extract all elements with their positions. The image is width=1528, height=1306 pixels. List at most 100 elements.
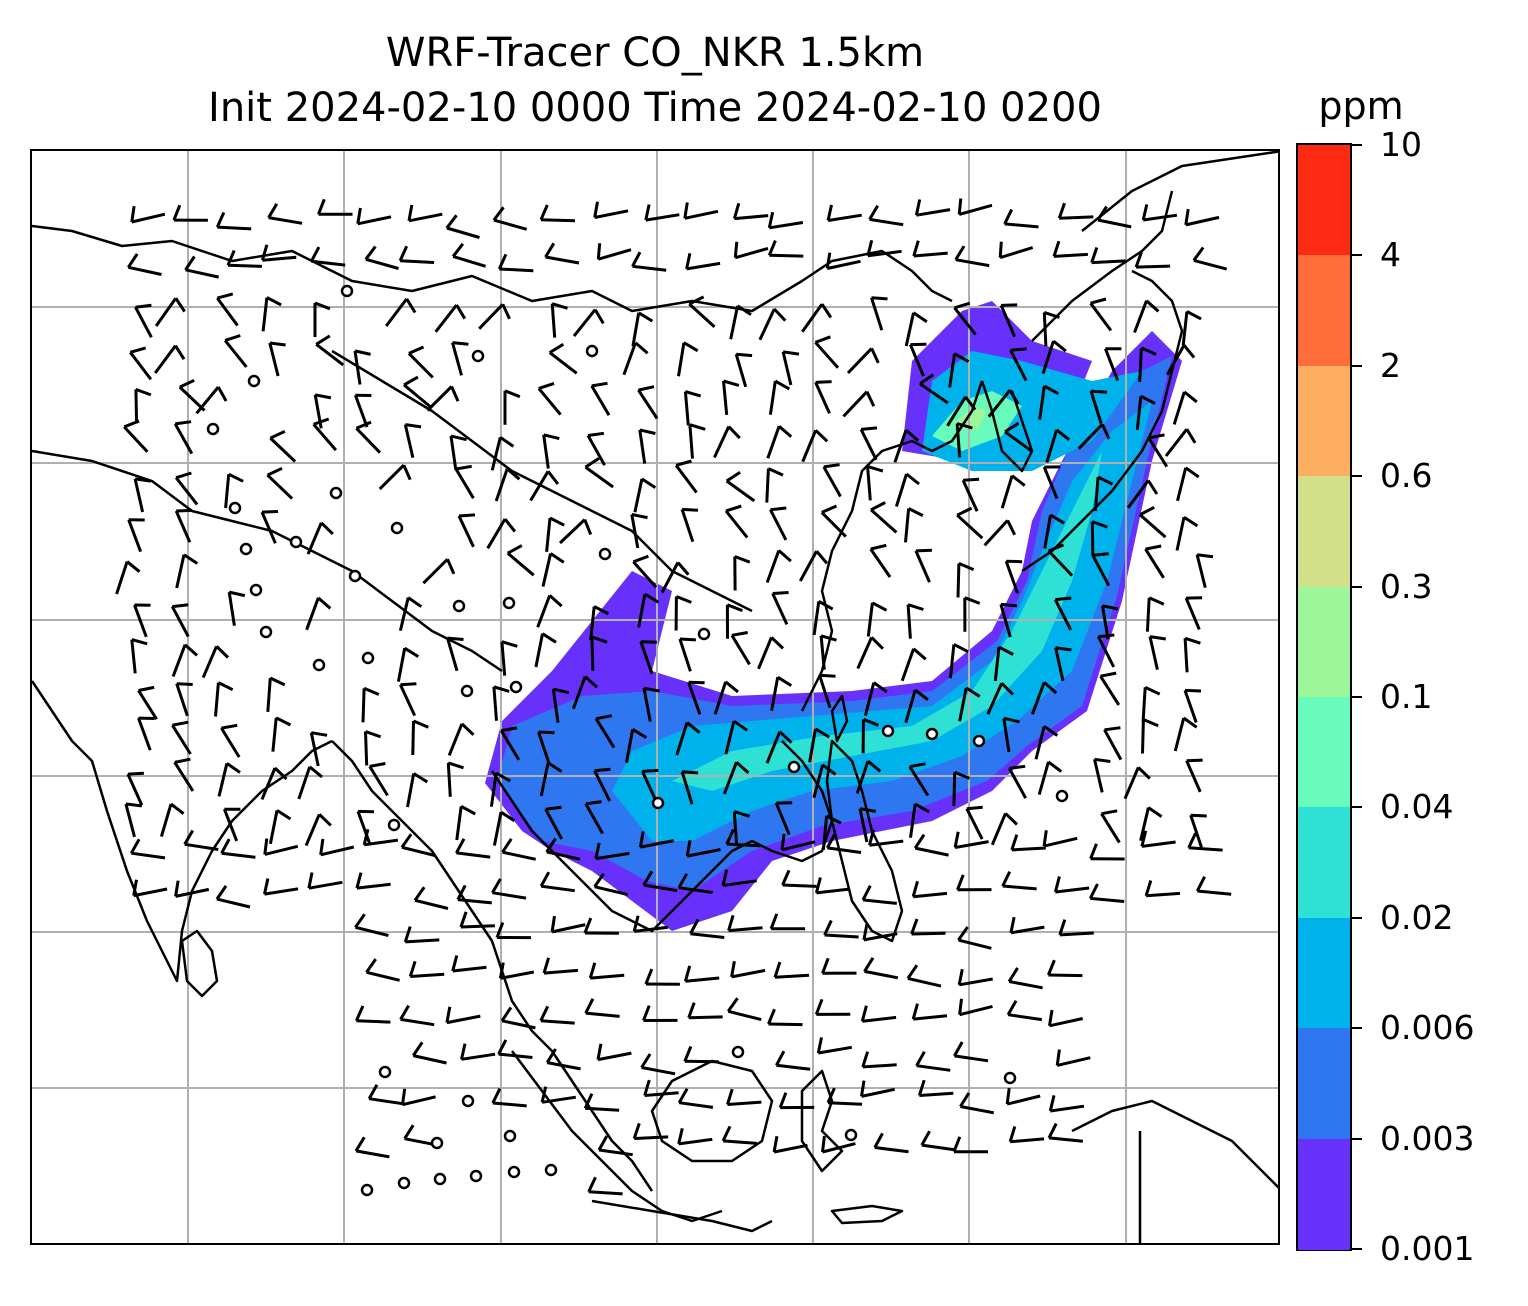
- wind-barb: [1144, 548, 1165, 579]
- colorbar-tick: [1352, 1137, 1362, 1140]
- wind-barb: [422, 558, 449, 585]
- wind-barb-feather: [1190, 813, 1207, 818]
- wind-barb: [776, 1063, 811, 1071]
- wind-barb-feather: [640, 1053, 652, 1069]
- calm-wind-marker: [598, 547, 612, 561]
- wind-barb-feather: [632, 1122, 641, 1139]
- wind-barb-feather: [730, 960, 736, 978]
- wind-barb-feather: [1186, 310, 1202, 321]
- wind-barb-feather: [682, 507, 699, 512]
- wind-barb: [1048, 973, 1083, 978]
- wind-barb-feather: [319, 838, 325, 856]
- wind-barb: [916, 208, 951, 217]
- wind-barb-feather: [220, 838, 231, 854]
- wind-barb-feather: [365, 958, 377, 974]
- wind-barb: [534, 633, 544, 668]
- wind-barb-feather: [820, 303, 833, 319]
- wind-barb: [822, 1142, 856, 1154]
- wind-barb-feather: [872, 681, 888, 694]
- wind-barb-feather: [868, 829, 875, 846]
- wind-barb: [861, 1087, 896, 1098]
- colorbar-tick-label: 0.001: [1380, 1229, 1475, 1268]
- wind-barb-feather: [905, 429, 920, 442]
- wind-barb-feather: [273, 766, 288, 781]
- wind-barb-feather: [308, 765, 323, 779]
- wind-barb-feather: [403, 926, 412, 943]
- wind-barb-feather: [1057, 202, 1066, 219]
- wind-barb: [1093, 758, 1104, 793]
- wind-barb: [412, 1054, 447, 1065]
- wind-barb-feather: [172, 603, 189, 609]
- wind-barb: [134, 306, 153, 339]
- wind-barb-feather: [179, 378, 195, 389]
- wind-barb-feather: [546, 470, 560, 485]
- wind-barb: [1053, 252, 1088, 258]
- wind-barb: [1165, 344, 1186, 376]
- wind-barb-feather: [1185, 428, 1197, 444]
- wind-barb: [115, 561, 129, 595]
- wind-barb: [1002, 718, 1011, 753]
- wind-barb-feather: [412, 772, 429, 784]
- wind-barb: [195, 386, 220, 415]
- malay-peninsula: [500, 970, 654, 1192]
- calm-wind-marker: [503, 1129, 517, 1143]
- wind-barb-feather: [954, 301, 971, 310]
- colorbar-tick-label: 0.6: [1380, 456, 1433, 496]
- wind-barb: [268, 216, 303, 225]
- wind-barb-feather: [447, 761, 464, 770]
- wind-barb-feather: [772, 591, 789, 595]
- wind-barb: [1007, 1013, 1043, 1022]
- wind-barb: [1008, 980, 1043, 990]
- wind-barb: [874, 1146, 909, 1154]
- wind-barb-feather: [138, 685, 155, 692]
- wind-barb-feather: [543, 433, 560, 441]
- wind-barb-feather: [774, 379, 791, 391]
- wind-barb-feather: [354, 1136, 366, 1152]
- wind-barb: [264, 844, 299, 856]
- wind-barb-feather: [458, 513, 476, 518]
- wind-barb: [734, 214, 769, 221]
- wind-barb-feather: [733, 719, 748, 732]
- wind-barb: [993, 646, 1001, 682]
- wind-barb-feather: [491, 878, 502, 894]
- wind-barb-feather: [641, 477, 657, 489]
- wind-barb-feather: [224, 334, 241, 342]
- wind-barb: [1004, 222, 1039, 229]
- wind-barb: [500, 729, 521, 761]
- wind-barb: [452, 965, 487, 973]
- wind-barb: [1007, 767, 1028, 799]
- wind-barb-feather: [644, 204, 651, 221]
- wind-barb: [1181, 311, 1189, 346]
- wind-barb-feather: [506, 544, 523, 555]
- wind-barb: [955, 258, 990, 268]
- wind-barb-feather: [123, 419, 140, 429]
- calm-wind-marker: [452, 599, 466, 613]
- wind-barb-feather: [583, 519, 593, 535]
- wind-barb-feather: [826, 204, 833, 221]
- wind-barb: [1011, 846, 1046, 852]
- wind-barb: [478, 303, 504, 330]
- wind-barb: [133, 478, 145, 513]
- wind-barb: [954, 1054, 989, 1063]
- wind-barb: [987, 389, 1012, 418]
- wind-barb-feather: [956, 506, 973, 517]
- wind-barb-feather: [642, 1005, 651, 1022]
- wind-barb-feather: [498, 962, 505, 979]
- wind-barb-feather: [354, 349, 371, 356]
- wind-barb-feather: [126, 560, 141, 573]
- wind-barb: [221, 851, 256, 859]
- wind-barb-feather: [860, 1005, 868, 1022]
- wind-barb: [586, 434, 606, 466]
- wind-barb: [1077, 423, 1104, 450]
- wind-barb-feather: [1182, 716, 1198, 729]
- wind-barb-feather: [723, 379, 740, 387]
- wind-barb: [713, 425, 731, 459]
- wind-barb-feather: [821, 1135, 826, 1153]
- colorbar-tick: [1352, 364, 1362, 367]
- wind-barb-feather: [506, 467, 521, 481]
- wind-barb: [455, 806, 463, 841]
- wind-barb: [909, 344, 925, 377]
- wind-barb-feather: [593, 605, 610, 616]
- wind-barbs: [115, 198, 1232, 1196]
- sea-of-japan-coast: [1031, 190, 1174, 342]
